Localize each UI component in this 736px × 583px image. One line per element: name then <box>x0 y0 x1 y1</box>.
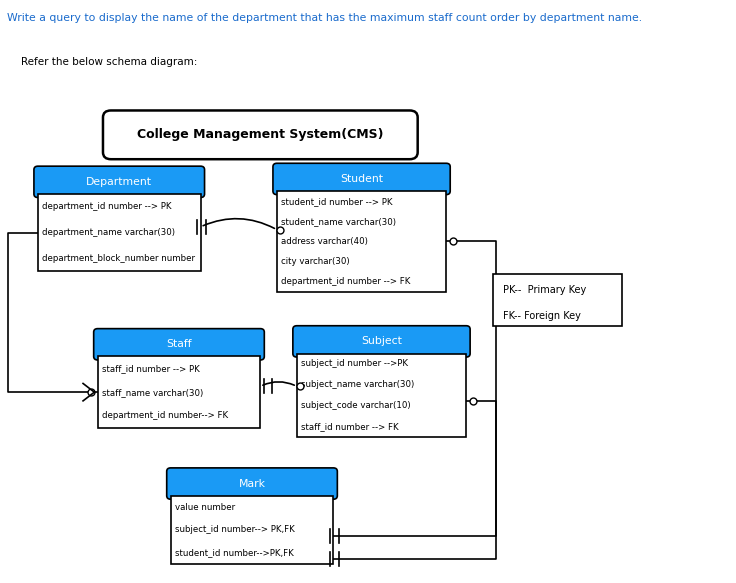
FancyBboxPatch shape <box>103 110 417 159</box>
FancyBboxPatch shape <box>34 166 205 198</box>
Text: staff_id number --> FK: staff_id number --> FK <box>301 422 398 431</box>
Text: department_name varchar(30): department_name varchar(30) <box>42 228 175 237</box>
Text: Mark: Mark <box>238 479 266 489</box>
FancyBboxPatch shape <box>167 468 337 499</box>
Text: College Management System(CMS): College Management System(CMS) <box>137 128 383 141</box>
Text: department_id number --> FK: department_id number --> FK <box>281 277 410 286</box>
Text: FK-- Foreign Key: FK-- Foreign Key <box>503 311 581 321</box>
FancyBboxPatch shape <box>93 329 264 360</box>
FancyBboxPatch shape <box>277 191 446 292</box>
Text: staff_name varchar(30): staff_name varchar(30) <box>102 388 203 396</box>
Text: address varchar(40): address varchar(40) <box>281 237 368 246</box>
Text: city varchar(30): city varchar(30) <box>281 257 350 266</box>
FancyBboxPatch shape <box>297 353 466 437</box>
Text: department_id number --> PK: department_id number --> PK <box>42 202 171 212</box>
Text: student_name varchar(30): student_name varchar(30) <box>281 217 396 226</box>
FancyBboxPatch shape <box>492 274 622 326</box>
FancyBboxPatch shape <box>98 356 261 428</box>
Text: value number: value number <box>174 503 235 512</box>
Text: subject_id number -->PK: subject_id number -->PK <box>301 360 408 368</box>
Text: Subject: Subject <box>361 336 402 346</box>
Text: Department: Department <box>86 177 152 187</box>
FancyBboxPatch shape <box>273 163 450 195</box>
Text: Refer the below schema diagram:: Refer the below schema diagram: <box>21 57 198 66</box>
Text: Write a query to display the name of the department that has the maximum staff c: Write a query to display the name of the… <box>7 13 642 23</box>
Text: student_id number --> PK: student_id number --> PK <box>281 196 392 206</box>
FancyBboxPatch shape <box>293 326 470 357</box>
Text: department_block_number number: department_block_number number <box>42 254 195 263</box>
Text: Student: Student <box>340 174 383 184</box>
FancyBboxPatch shape <box>171 496 333 564</box>
Text: subject_code varchar(10): subject_code varchar(10) <box>301 401 411 410</box>
FancyBboxPatch shape <box>38 194 201 271</box>
Text: department_id number--> FK: department_id number--> FK <box>102 412 227 420</box>
Text: staff_id number --> PK: staff_id number --> PK <box>102 364 199 373</box>
Text: subject_id number--> PK,FK: subject_id number--> PK,FK <box>174 525 294 535</box>
Text: Staff: Staff <box>166 339 192 349</box>
Text: subject_name varchar(30): subject_name varchar(30) <box>301 380 414 389</box>
Text: student_id number-->PK,FK: student_id number-->PK,FK <box>174 548 294 557</box>
Text: PK--  Primary Key: PK-- Primary Key <box>503 285 586 295</box>
